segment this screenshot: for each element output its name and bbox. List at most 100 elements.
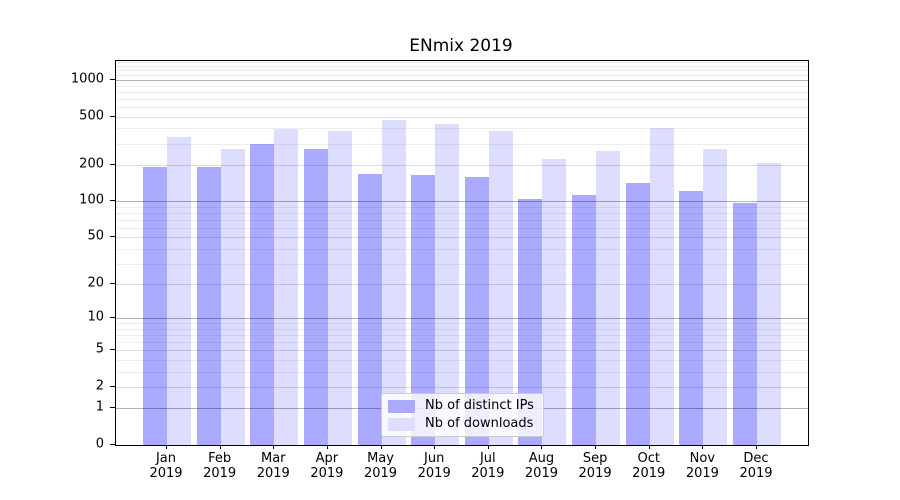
x-tick-label-may: May 2019: [354, 451, 408, 481]
bar-aug-downloads: [542, 158, 567, 445]
x-label-year: 2019: [363, 466, 398, 481]
bar-jan-downloads: [167, 136, 191, 445]
x-label-month: Jul: [479, 451, 496, 466]
gridline-minor: [116, 66, 808, 68]
gridline-minor: [116, 107, 808, 108]
gridline-minor: [116, 75, 808, 77]
plot-area: Nb of distinct IPs Nb of downloads: [115, 60, 809, 446]
x-label-year: 2019: [256, 466, 290, 481]
y-tick-mark: [110, 349, 115, 351]
y-tick-mark: [110, 236, 115, 238]
bar-mar-downloads: [274, 128, 299, 445]
x-label-year: 2019: [310, 466, 344, 481]
x-tick-label-sep: Sep 2019: [568, 451, 622, 481]
x-tick-mark: [219, 445, 221, 449]
y-tick-mark: [110, 407, 115, 409]
y-tick-label: 200: [79, 156, 104, 172]
legend-item-downloads: Nb of downloads: [388, 417, 537, 431]
x-tick-label-jun: Jun 2019: [407, 451, 461, 481]
x-label-month: Nov: [689, 451, 716, 466]
gridline-500: [116, 116, 808, 118]
x-label-month: Jun: [424, 451, 445, 466]
bar-apr-distinct-ips: [303, 148, 328, 445]
y-tick-mark: [110, 163, 115, 165]
legend-swatch-distinct-ips: [388, 399, 415, 413]
x-tick-label-mar: Mar 2019: [246, 451, 300, 481]
gridline-minor: [116, 128, 808, 130]
y-tick-label: 50: [87, 228, 104, 244]
bar-feb-downloads: [220, 149, 245, 445]
legend-swatch-downloads: [388, 417, 415, 431]
x-label-month: Feb: [208, 451, 232, 466]
bar-oct-distinct-ips: [625, 182, 650, 445]
bar-mar-distinct-ips: [250, 144, 275, 445]
x-tick-label-jan: Jan 2019: [139, 451, 193, 481]
bar-dec-downloads: [757, 163, 781, 445]
legend-label-downloads: Nb of downloads: [425, 416, 534, 431]
gridline-minor: [116, 143, 808, 145]
bar-dec-distinct-ips: [733, 202, 757, 445]
x-tick-label-nov: Nov 2019: [675, 451, 729, 481]
x-tick-mark: [380, 445, 382, 449]
y-tick-mark: [110, 79, 115, 81]
y-tick-mark: [110, 283, 115, 285]
x-label-year: 2019: [149, 466, 183, 481]
bar-jan-distinct-ips: [143, 166, 167, 445]
x-tick-mark: [648, 445, 650, 449]
y-tick-label: 20: [87, 275, 104, 291]
legend-label-distinct-ips: Nb of distinct IPs: [425, 398, 534, 413]
x-tick-mark: [487, 445, 489, 449]
gridline-minor: [116, 85, 808, 87]
bar-oct-downloads: [649, 128, 674, 445]
x-tick-mark: [434, 445, 436, 449]
x-tick-label-feb: Feb 2019: [193, 451, 247, 481]
y-tick-label: 100: [79, 192, 104, 208]
y-tick-mark: [110, 385, 115, 387]
x-tick-label-aug: Aug 2019: [514, 451, 568, 481]
y-tick-label: 1: [95, 399, 104, 415]
bar-sep-downloads: [596, 151, 621, 445]
x-label-year: 2019: [203, 466, 237, 481]
gridline-1000: [116, 80, 808, 82]
x-tick-mark: [273, 445, 275, 449]
x-label-year: 2019: [632, 466, 666, 481]
x-label-month: Apr: [315, 451, 339, 466]
x-tick-mark: [595, 445, 597, 449]
bar-nov-downloads: [703, 149, 728, 445]
x-label-year: 2019: [524, 466, 558, 481]
y-tick-label: 500: [79, 108, 104, 124]
chart-title: ENmix 2019: [409, 36, 513, 56]
gridline-minor: [116, 70, 808, 72]
x-tick-label-dec: Dec 2019: [729, 451, 783, 481]
legend: Nb of distinct IPs Nb of downloads: [381, 393, 544, 437]
bar-jun-downloads: [435, 123, 460, 445]
y-tick-label: 1000: [70, 71, 104, 87]
x-label-month: Jan: [155, 451, 177, 466]
x-tick-label-apr: Apr 2019: [300, 451, 354, 481]
y-tick-label: 2: [95, 378, 104, 394]
x-tick-mark: [702, 445, 704, 449]
bar-may-downloads: [381, 120, 406, 445]
y-tick-mark: [110, 115, 115, 117]
y-tick-mark: [110, 317, 115, 319]
x-tick-mark: [541, 445, 543, 449]
x-label-month: Oct: [637, 451, 660, 466]
y-tick-mark: [110, 444, 115, 445]
y-tick-label: 5: [95, 341, 104, 357]
y-tick-label: 0: [95, 436, 104, 452]
gridline-minor: [116, 91, 808, 93]
bar-feb-distinct-ips: [196, 167, 221, 445]
x-tick-mark: [326, 445, 328, 449]
legend-item-distinct-ips: Nb of distinct IPs: [388, 399, 537, 413]
x-label-month: May: [367, 451, 394, 466]
x-tick-mark: [166, 445, 167, 449]
x-tick-label-oct: Oct 2019: [622, 451, 676, 481]
y-tick-label: 10: [87, 309, 104, 325]
x-label-month: Dec: [743, 451, 769, 466]
x-label-year: 2019: [578, 466, 612, 481]
x-tick-mark: [756, 445, 757, 449]
bar-apr-downloads: [327, 131, 352, 445]
x-label-month: Mar: [261, 451, 286, 466]
x-tick-label-jul: Jul 2019: [461, 451, 515, 481]
bar-sep-distinct-ips: [572, 194, 597, 445]
